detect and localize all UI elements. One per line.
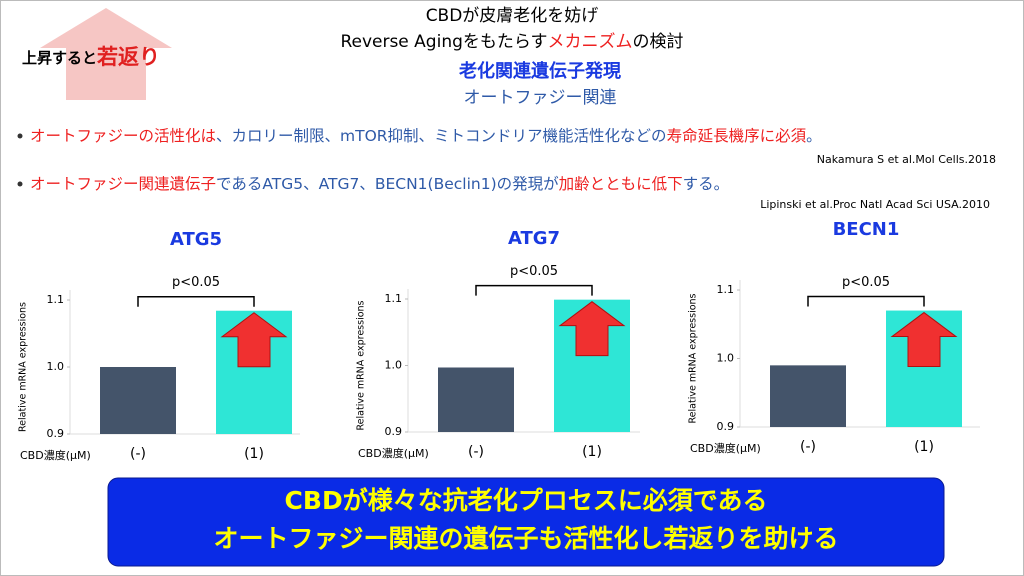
y-tick-label: 0.9 <box>47 427 65 440</box>
y-tick-label: 1.1 <box>717 283 735 296</box>
heading: 老化関連遺伝子発現 <box>459 60 621 82</box>
title-part: の検討 <box>633 32 684 52</box>
y-tick-label: 0.9 <box>717 420 735 433</box>
conclusion-line: オートファジー関連の遺伝子も活性化し若返りを助ける <box>213 524 838 553</box>
subheading: オートファジー関連 <box>464 88 617 108</box>
up-arrow <box>558 301 626 357</box>
chart-title: BECN1 <box>833 219 900 240</box>
y-axis-label: Relative mRNA expressions <box>18 302 29 432</box>
bullet-text: オートファジーの活性化は、カロリー制限、mTOR抑制、ミトコンドリア機能活性化な… <box>30 127 822 145</box>
y-axis-label: Relative mRNA expressions <box>688 293 699 423</box>
bullet-part: オートファジーの活性化は <box>30 127 216 145</box>
x-tick-label: (1) <box>914 439 934 455</box>
bullet-part: であるATG5、ATG7、BECN1(Beclin1)の発現が <box>216 175 559 193</box>
conclusion-line: CBDが様々な抗老化プロセスに必須である <box>285 486 768 515</box>
annotation: p<0.05 <box>172 275 220 290</box>
title-part: メカニズム <box>548 32 633 52</box>
x-tick-label: (-) <box>130 446 146 462</box>
x-axis-label: CBD濃度(μM) <box>690 441 761 455</box>
bar <box>100 367 176 434</box>
y-tick-label: 1.0 <box>47 360 65 373</box>
bullet-text: オートファジー関連遺伝子であるATG5、ATG7、BECN1(Beclin1)の… <box>30 175 729 193</box>
title-line1: CBDが皮膚老化を妨げ <box>426 6 599 26</box>
bullet-part: 加齢とともに低下 <box>559 175 683 193</box>
x-axis-label: CBD濃度(μM) <box>358 446 429 460</box>
y-tick-label: 0.9 <box>385 425 403 438</box>
title-part: Reverse Agingをもたらす <box>340 32 547 52</box>
significance-bracket <box>807 295 925 307</box>
x-tick-label: (-) <box>468 444 484 460</box>
badge-label: 上昇すると <box>22 49 97 67</box>
badge-arrow <box>40 8 172 100</box>
badge-text: 上昇すると若返り <box>22 45 160 69</box>
bullet-part: する。 <box>683 175 730 193</box>
x-axis-label: CBD濃度(μM) <box>20 448 91 462</box>
badge-emphasis: 若返り <box>96 45 160 69</box>
citation: Nakamura S et al.Mol Cells.2018 <box>817 153 996 166</box>
bullet-dot <box>17 133 23 139</box>
y-tick-label: 1.0 <box>717 352 735 365</box>
annotation: p<0.05 <box>842 275 890 290</box>
significance-bracket <box>475 284 593 296</box>
y-tick-label: 1.1 <box>47 293 65 306</box>
citation: Lipinski et al.Proc Natl Acad Sci USA.20… <box>760 198 990 211</box>
y-tick-label: 1.1 <box>385 292 403 305</box>
bullet-part: 。 <box>806 127 822 145</box>
bullet-dot <box>17 181 23 187</box>
bar <box>438 367 514 432</box>
x-tick-label: (-) <box>800 439 816 455</box>
y-tick-label: 1.0 <box>385 359 403 372</box>
x-tick-label: (1) <box>244 446 264 462</box>
conclusion-box <box>107 477 945 567</box>
chart-title: ATG5 <box>170 229 222 250</box>
bullet-part: オートファジー関連遺伝子 <box>30 175 216 193</box>
bullet-part: 寿命延長機序に必須 <box>667 127 807 145</box>
y-axis-label: Relative mRNA expressions <box>356 300 367 430</box>
significance-bracket <box>137 295 255 307</box>
title-line2: Reverse Agingをもたらすメカニズムの検討 <box>340 32 683 52</box>
annotation: p<0.05 <box>510 264 558 279</box>
x-tick-label: (1) <box>582 444 602 460</box>
up-arrow <box>220 312 288 368</box>
bullet-part: 、カロリー制限、mTOR抑制、ミトコンドリア機能活性化などの <box>216 127 667 145</box>
chart-title: ATG7 <box>508 228 560 249</box>
bar <box>770 365 846 427</box>
up-arrow <box>890 311 958 368</box>
